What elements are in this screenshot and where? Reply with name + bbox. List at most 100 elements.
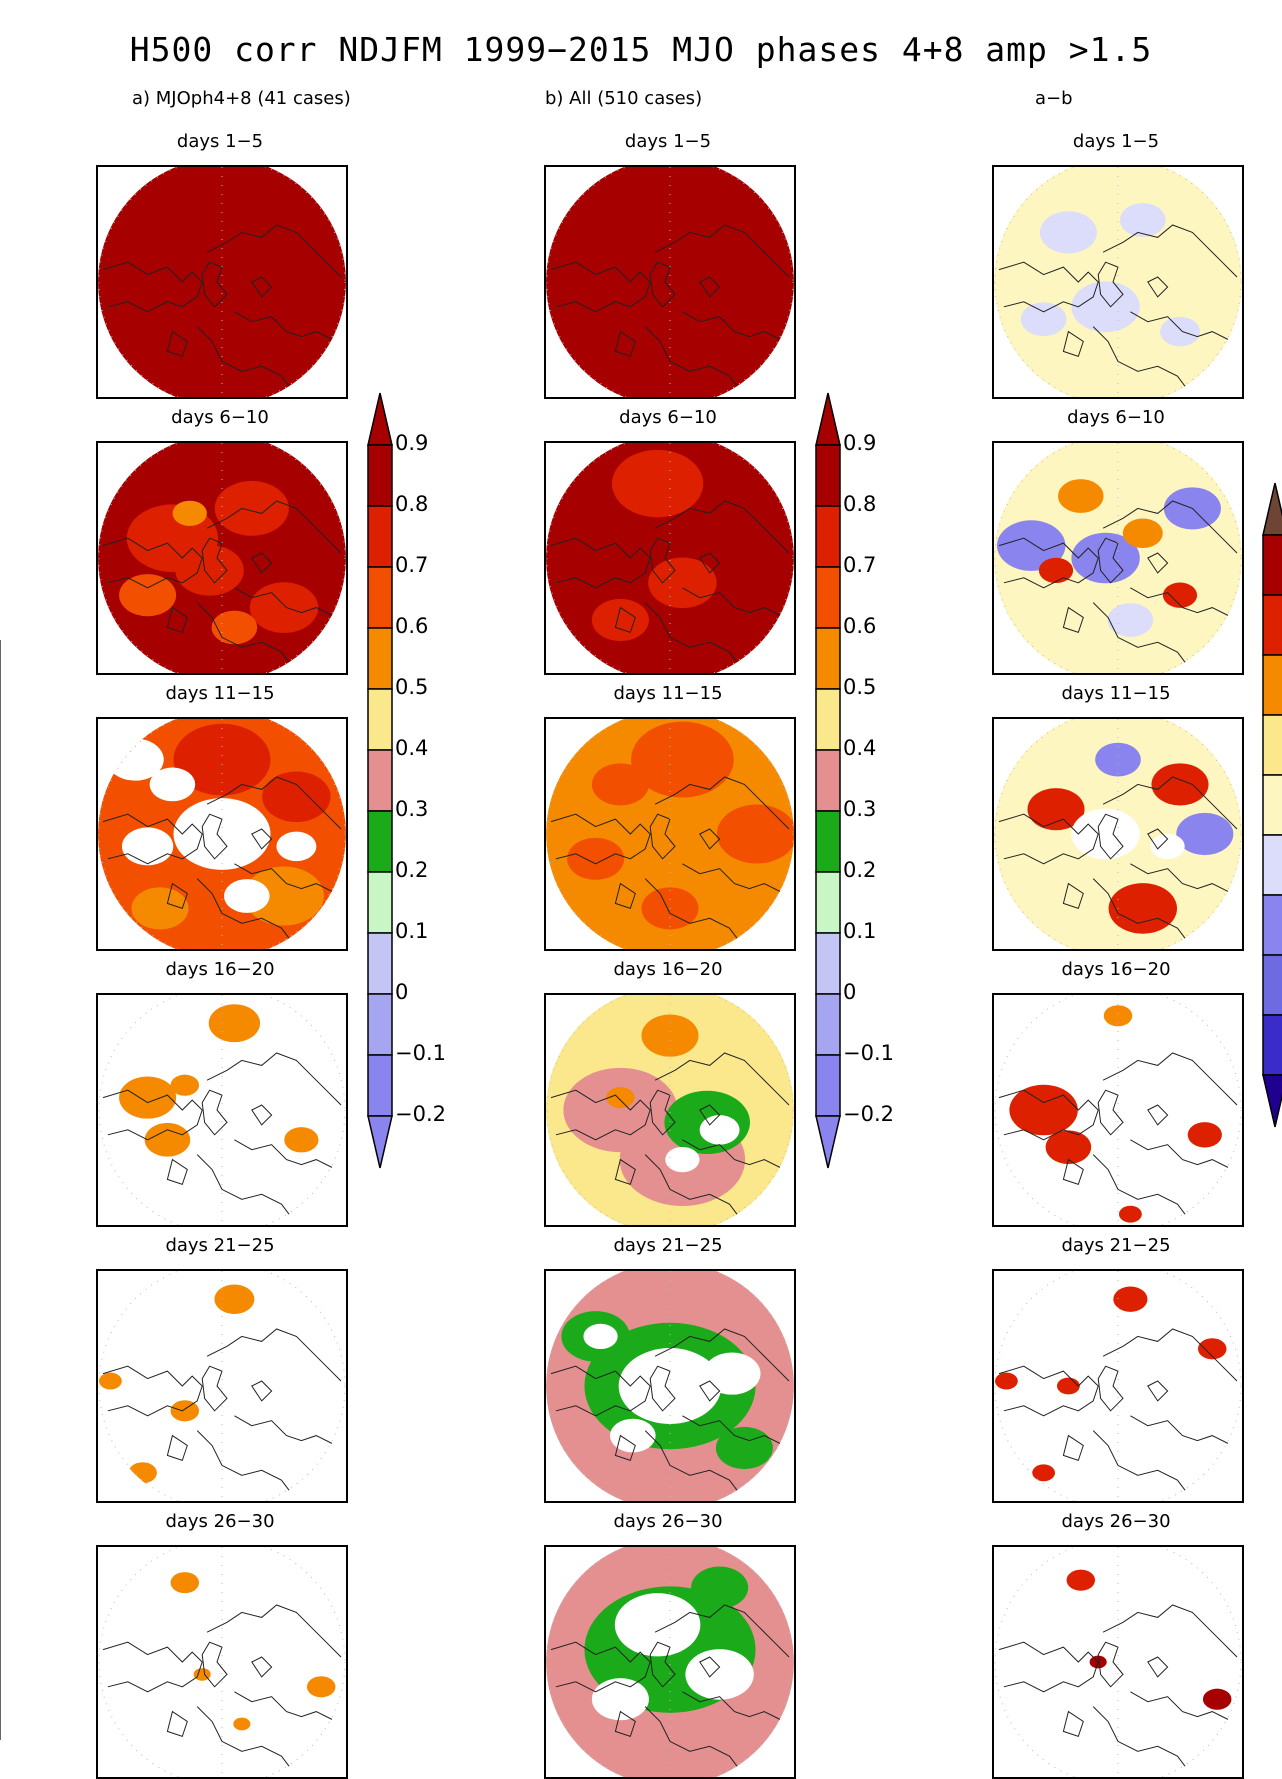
coastline <box>234 863 337 894</box>
coastline <box>644 878 745 949</box>
map-field-region <box>641 1014 699 1057</box>
map-field-region <box>214 1284 255 1314</box>
coastline <box>654 224 790 278</box>
panel-label: days 21−25 <box>1061 1235 1171 1256</box>
map-field-region <box>284 1127 319 1153</box>
coastline <box>1092 878 1193 949</box>
colorbar-tick-label: 0 <box>395 980 409 1004</box>
coastline <box>201 1089 228 1136</box>
map-field-region <box>691 1566 749 1609</box>
coastline <box>102 261 203 313</box>
coastline <box>1147 552 1169 574</box>
coastline <box>699 1656 721 1678</box>
colorbar-bottom-arrow <box>815 1115 841 1169</box>
latitude-circle <box>98 719 346 949</box>
map-field-region <box>1020 302 1067 337</box>
map-field-region <box>1027 788 1085 831</box>
colorbar-segment <box>367 688 393 751</box>
colorbar-tick-label: 0.2 <box>395 858 429 882</box>
colorbar-tick-label: 0.8 <box>843 492 877 516</box>
map-field-region <box>144 1122 191 1157</box>
map-field-region <box>1056 1377 1080 1395</box>
figure-title: H500 corr NDJFM 1999−2015 MJO phases 4+8… <box>129 30 1153 69</box>
coastline <box>201 1365 228 1412</box>
colorbar-tick-label: 0.3 <box>843 797 877 821</box>
map-panel <box>544 993 796 1227</box>
coastline <box>614 1434 636 1462</box>
colorbar-segment <box>815 505 841 568</box>
map-field-region <box>1122 518 1163 548</box>
coastline <box>1097 1641 1124 1688</box>
coastline <box>166 330 188 358</box>
map-field-region <box>1119 203 1166 237</box>
map-field-region <box>1118 1205 1142 1223</box>
map-panel <box>544 1545 796 1779</box>
coastline <box>682 587 785 618</box>
colorbar-tick-label: −0.2 <box>843 1102 894 1126</box>
coastline <box>234 1139 337 1170</box>
coastline <box>1102 1052 1238 1106</box>
map-panel <box>992 441 1244 675</box>
map-field-region <box>618 1348 722 1424</box>
coastline <box>234 311 337 342</box>
coastline <box>644 1706 745 1777</box>
map-field-base <box>994 995 1242 1225</box>
map-field-base <box>98 995 346 1225</box>
map-field-region <box>1202 1688 1232 1710</box>
map-field-region <box>131 887 189 930</box>
coastline <box>1130 587 1233 618</box>
map-panel <box>544 1269 796 1503</box>
coastline <box>234 587 337 618</box>
latitude-circle <box>546 1547 794 1777</box>
map-field-region <box>606 1087 635 1109</box>
colorbar-correlation-b: 0.9 0.8 0.7 0.6 0.5 0.4 0.3 0.2 0.1 0 −0.1 −0.2 <box>815 392 894 1169</box>
coastline <box>649 1641 676 1688</box>
map-panel <box>96 441 348 675</box>
coastline <box>201 537 228 584</box>
colorbar-segment <box>815 688 841 751</box>
coastline <box>998 261 1099 313</box>
coastline <box>251 1104 273 1126</box>
coastline <box>1092 1706 1193 1777</box>
map-field-region <box>1113 1286 1148 1312</box>
panel-label: days 21−25 <box>613 1235 723 1256</box>
map-field-region <box>1160 316 1200 347</box>
coastline <box>682 1691 785 1722</box>
coastline <box>649 261 676 308</box>
map-field-base <box>994 1271 1242 1501</box>
map-panel <box>96 993 348 1227</box>
colorbar-tick-label: 0.9 <box>395 431 429 455</box>
map-field-base <box>994 167 1242 397</box>
latitude-circle <box>546 1271 794 1501</box>
coastline <box>251 276 273 298</box>
coastline <box>1062 330 1084 358</box>
map-field-region <box>1151 763 1209 806</box>
map-field-region <box>609 1418 656 1453</box>
coastline <box>196 1706 297 1777</box>
coastline <box>166 1434 188 1462</box>
coastline <box>1092 1154 1193 1225</box>
coastline <box>699 1380 721 1402</box>
map-field-region <box>1071 808 1140 860</box>
map-field-region <box>214 480 289 536</box>
colorbar-segment <box>367 871 393 934</box>
map-field-region <box>716 804 794 864</box>
colorbar-tick-label: 0.2 <box>843 858 877 882</box>
coastline <box>1097 1089 1124 1136</box>
panel-label: days 6−10 <box>619 407 717 428</box>
map-field-region <box>262 771 331 823</box>
coastline <box>196 878 297 949</box>
panel-label: days 11−15 <box>1061 683 1171 704</box>
colorbar-tick-label: 0.5 <box>395 675 429 699</box>
map-field-region <box>1162 582 1198 608</box>
colorbar-tick-label: 0.6 <box>843 614 877 638</box>
coastline <box>1062 1158 1084 1186</box>
colorbar-segment <box>367 810 393 873</box>
latitude-circle <box>98 995 346 1225</box>
coastline <box>654 1604 790 1658</box>
coastline <box>654 1328 790 1382</box>
coastline <box>1130 1691 1233 1722</box>
coastline <box>1130 1415 1233 1446</box>
coastline <box>649 537 676 584</box>
map-field-region <box>591 1678 649 1721</box>
